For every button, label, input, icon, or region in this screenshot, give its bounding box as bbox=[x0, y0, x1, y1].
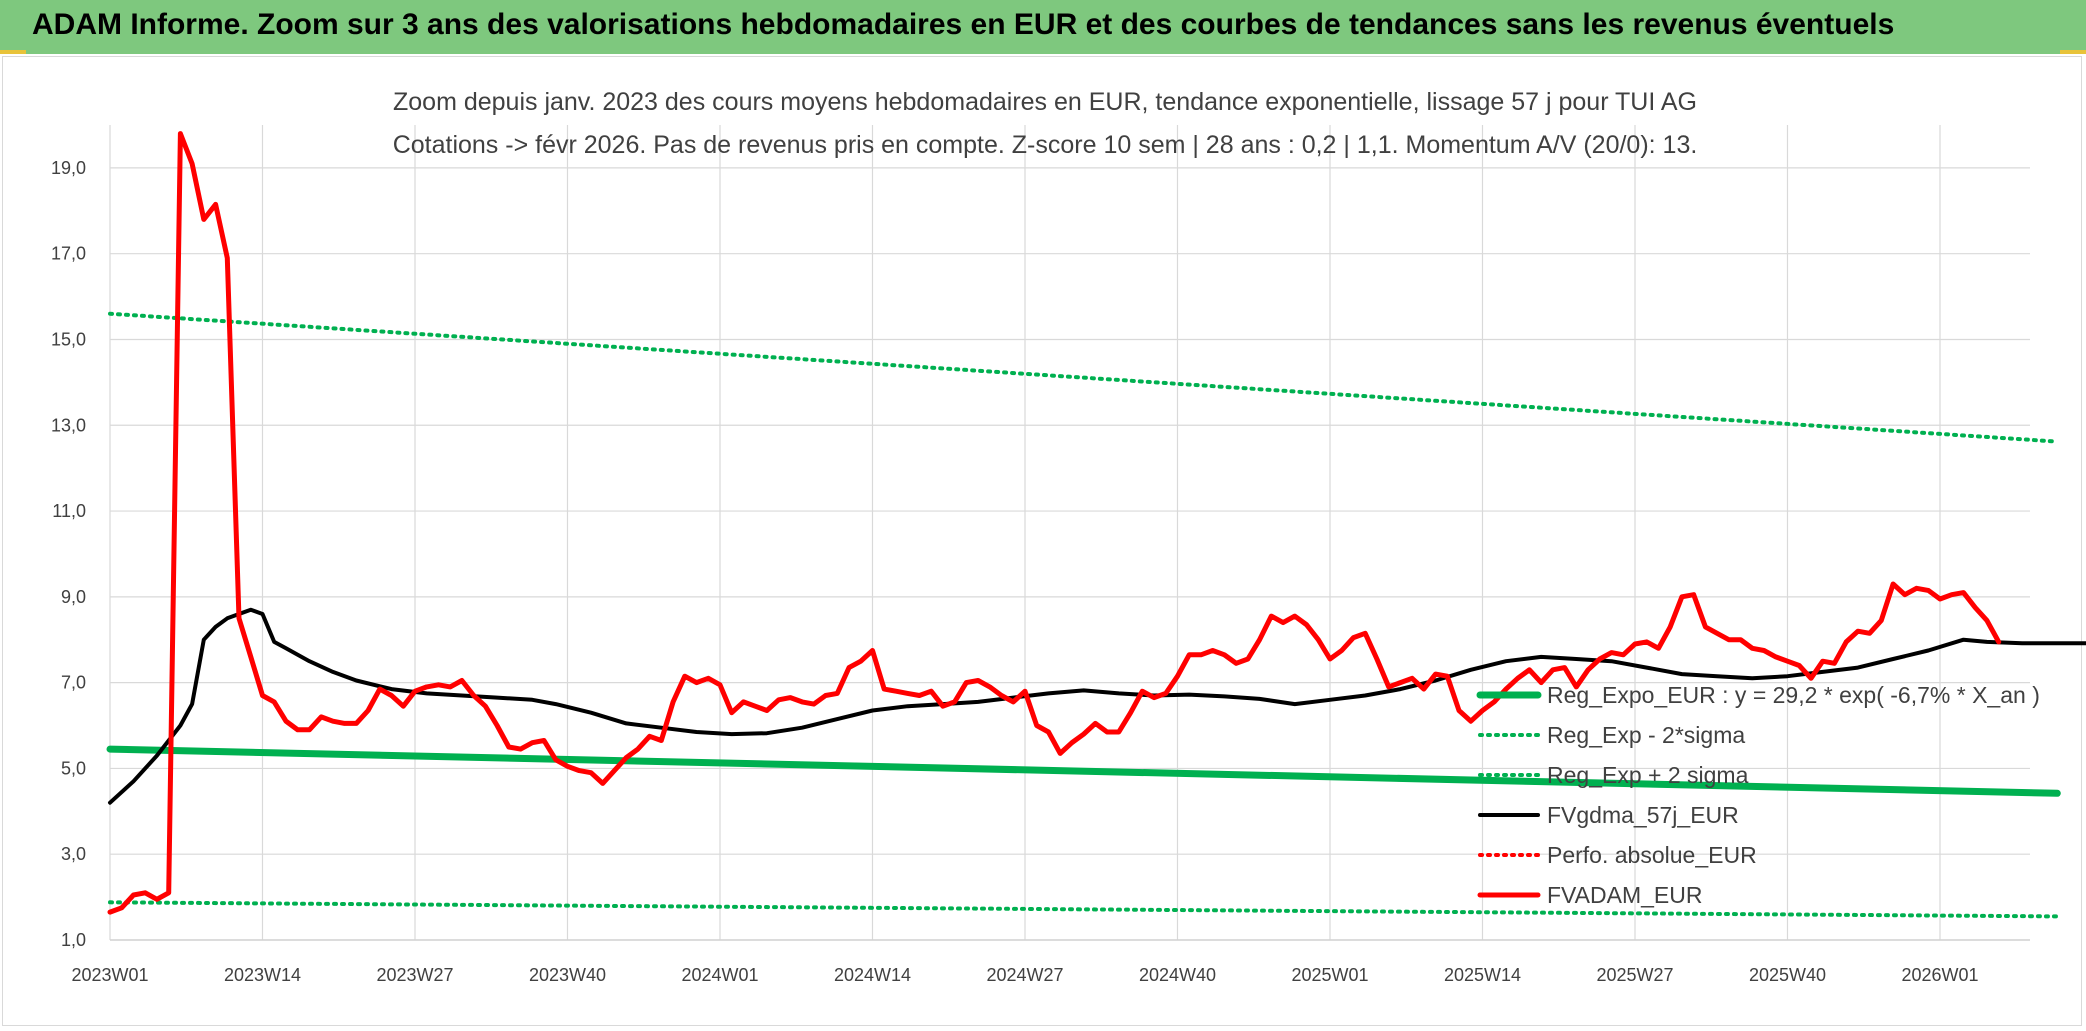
series-line-2 bbox=[108, 311, 2060, 444]
x-tick-label: 2024W40 bbox=[1139, 965, 1216, 985]
series-group bbox=[106, 131, 2086, 919]
x-tick-label: 2023W27 bbox=[376, 965, 453, 985]
x-tick-label: 2025W27 bbox=[1596, 965, 1673, 985]
chart-subtitle: Cotations -> févr 2026. Pas de revenus p… bbox=[393, 131, 1698, 159]
y-tick-label: 7,0 bbox=[61, 673, 86, 693]
y-tick-label: 3,0 bbox=[61, 844, 86, 864]
legend-label: Perfo. absolue_EUR bbox=[1547, 842, 1757, 868]
x-tick-label: 2023W40 bbox=[529, 965, 606, 985]
x-tick-label: 2026W01 bbox=[1901, 965, 1978, 985]
y-tick-label: 17,0 bbox=[51, 244, 86, 264]
legend-label: Reg_Exp - 2*sigma bbox=[1547, 722, 1745, 748]
x-tick-label: 2024W14 bbox=[834, 965, 911, 985]
series-line-0 bbox=[106, 745, 2061, 797]
legend-label: FVgdma_57j_EUR bbox=[1547, 802, 1739, 828]
legend-label: Reg_Expo_EUR : y = 29,2 * exp( -6,7% * X… bbox=[1547, 682, 2040, 708]
y-tick-label: 9,0 bbox=[61, 587, 86, 607]
x-axis-ticks: 2023W01 2023W14 2023W27 2023W40 2024W01 2024W… bbox=[71, 965, 1978, 985]
report-banner: ADAM Informe. Zoom sur 3 ans des valoris… bbox=[0, 0, 2086, 54]
legend-label: FVADAM_EUR bbox=[1547, 882, 1703, 908]
x-tick-label: 2024W27 bbox=[986, 965, 1063, 985]
series-line-1 bbox=[108, 900, 2060, 919]
y-axis-ticks: 1,0 3,0 5,0 7,0 9,0 11,0 13,0 15,0 17,0 19,0 bbox=[51, 158, 86, 950]
series-line-3 bbox=[108, 607, 2086, 805]
y-tick-label: 13,0 bbox=[51, 415, 86, 435]
banner-accent-left bbox=[0, 50, 26, 54]
y-tick-label: 1,0 bbox=[61, 930, 86, 950]
y-tick-label: 5,0 bbox=[61, 758, 86, 778]
y-tick-label: 19,0 bbox=[51, 158, 86, 178]
y-tick-label: 11,0 bbox=[52, 501, 86, 521]
x-tick-label: 2025W01 bbox=[1291, 965, 1368, 985]
x-tick-label: 2024W01 bbox=[681, 965, 758, 985]
legend: Reg_Expo_EUR : y = 29,2 * exp( -6,7% * X… bbox=[1476, 682, 2040, 908]
chart-frame bbox=[2, 56, 2082, 1026]
chart-title: Zoom depuis janv. 2023 des cours moyens … bbox=[393, 88, 1697, 116]
report-title: ADAM Informe. Zoom sur 3 ans des valoris… bbox=[32, 8, 1895, 41]
vertical-gridlines bbox=[109, 125, 2030, 941]
legend-label: Reg_Exp + 2 sigma bbox=[1547, 762, 1749, 788]
x-tick-label: 2025W14 bbox=[1444, 965, 1521, 985]
x-tick-label: 2025W40 bbox=[1749, 965, 1826, 985]
x-tick-label: 2023W01 bbox=[71, 965, 148, 985]
banner-accent-right bbox=[2060, 50, 2086, 54]
series-line-5 bbox=[107, 131, 2002, 915]
y-tick-label: 15,0 bbox=[51, 329, 86, 349]
x-tick-label: 2023W14 bbox=[224, 965, 301, 985]
horizontal-gridlines bbox=[110, 167, 2030, 941]
